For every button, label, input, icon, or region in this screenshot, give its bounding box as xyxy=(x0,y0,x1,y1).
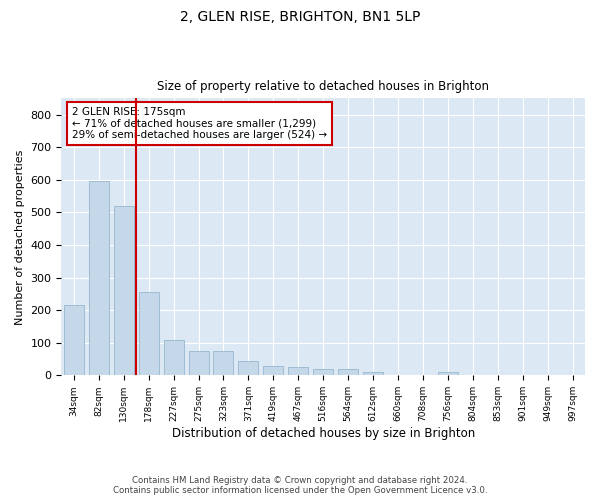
Bar xyxy=(238,360,259,376)
Bar xyxy=(139,292,158,376)
Text: 2 GLEN RISE: 175sqm
← 71% of detached houses are smaller (1,299)
29% of semi-det: 2 GLEN RISE: 175sqm ← 71% of detached ho… xyxy=(72,106,327,140)
Bar xyxy=(114,206,134,376)
Bar xyxy=(288,367,308,376)
Text: Contains HM Land Registry data © Crown copyright and database right 2024.
Contai: Contains HM Land Registry data © Crown c… xyxy=(113,476,487,495)
Bar xyxy=(438,372,458,376)
Text: 2, GLEN RISE, BRIGHTON, BN1 5LP: 2, GLEN RISE, BRIGHTON, BN1 5LP xyxy=(180,10,420,24)
Bar xyxy=(64,306,84,376)
Bar xyxy=(338,370,358,376)
Bar xyxy=(214,351,233,376)
Bar xyxy=(263,366,283,376)
Bar xyxy=(89,182,109,376)
Title: Size of property relative to detached houses in Brighton: Size of property relative to detached ho… xyxy=(157,80,489,93)
X-axis label: Distribution of detached houses by size in Brighton: Distribution of detached houses by size … xyxy=(172,427,475,440)
Y-axis label: Number of detached properties: Number of detached properties xyxy=(15,149,25,324)
Bar xyxy=(363,372,383,376)
Bar xyxy=(164,340,184,376)
Bar xyxy=(188,351,209,376)
Bar xyxy=(313,369,333,376)
